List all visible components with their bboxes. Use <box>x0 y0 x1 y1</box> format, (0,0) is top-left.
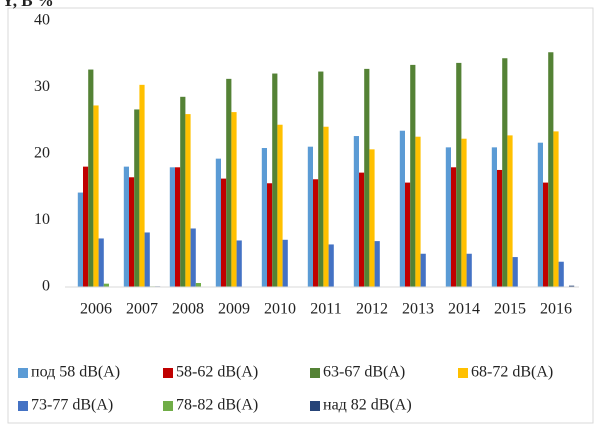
bar <box>98 238 104 287</box>
bar <box>364 68 370 287</box>
bar <box>456 62 462 287</box>
bar <box>558 261 564 287</box>
bar <box>169 167 175 287</box>
bar <box>328 244 334 287</box>
x-tick-label: 2013 <box>402 301 434 318</box>
y-axis-label: Y, B % <box>2 0 54 10</box>
legend-swatch <box>18 368 28 378</box>
x-tick-label: 2008 <box>172 301 204 318</box>
bar <box>497 169 503 287</box>
chart-frame <box>7 7 594 424</box>
bar <box>123 166 129 287</box>
legend-label: над 82 dB(A) <box>323 397 412 414</box>
bar <box>420 253 426 287</box>
bar <box>195 283 201 287</box>
bar <box>353 136 359 287</box>
bar <box>277 124 283 288</box>
bar <box>537 142 543 287</box>
x-tick-label: 2012 <box>356 301 388 318</box>
legend-swatch <box>310 401 320 411</box>
bar <box>231 112 237 287</box>
bar <box>190 228 196 287</box>
bar <box>374 241 380 287</box>
bar <box>267 183 273 287</box>
bar <box>185 114 191 287</box>
legend-label: 78-82 dB(A) <box>176 397 258 414</box>
legend-swatch <box>458 368 468 378</box>
bar <box>139 84 145 287</box>
bar <box>313 179 319 287</box>
bar <box>221 178 227 287</box>
bar <box>491 147 497 287</box>
legend-swatch <box>310 368 320 378</box>
bar <box>215 158 221 287</box>
y-tick-label: 10 <box>34 211 50 228</box>
bar <box>103 283 109 287</box>
x-tick-label: 2010 <box>264 301 296 318</box>
y-tick-label: 30 <box>34 78 50 95</box>
bar <box>180 96 186 287</box>
y-tick-label: 20 <box>34 145 50 162</box>
x-tick-label: 2016 <box>540 301 572 318</box>
bar <box>307 146 313 287</box>
bar <box>507 135 513 287</box>
bar <box>466 253 472 287</box>
x-tick-label: 2014 <box>448 301 480 318</box>
bar <box>83 166 89 287</box>
bar <box>369 149 375 287</box>
bar <box>359 172 365 287</box>
legend-swatch <box>163 368 173 378</box>
bar <box>451 167 457 287</box>
bar <box>226 78 232 287</box>
bar <box>512 257 518 287</box>
bar <box>129 177 135 287</box>
legend-swatch <box>163 401 173 411</box>
bar <box>548 52 554 287</box>
bar <box>323 126 329 287</box>
x-tick-label: 2007 <box>126 301 158 318</box>
bar <box>502 58 508 287</box>
bar <box>144 232 150 287</box>
bar <box>415 136 421 287</box>
bar <box>445 147 451 287</box>
legend-swatch <box>18 401 28 411</box>
bar <box>77 192 83 287</box>
legend-label: 68-72 dB(A) <box>471 364 553 381</box>
x-tick-label: 2009 <box>218 301 250 318</box>
bar <box>405 182 411 287</box>
x-tick-label: 2015 <box>494 301 526 318</box>
bar <box>236 240 242 287</box>
bar <box>569 285 575 287</box>
bar <box>272 73 278 287</box>
bar <box>282 239 288 287</box>
bar <box>553 131 559 287</box>
legend-label: 58-62 dB(A) <box>176 364 258 381</box>
legend-label: 73-77 dB(A) <box>31 397 113 414</box>
bar <box>134 109 140 287</box>
bar <box>261 148 267 287</box>
x-tick-label: 2006 <box>80 301 112 318</box>
bar <box>543 182 549 287</box>
bar <box>461 138 467 287</box>
legend-label: 63-67 dB(A) <box>323 364 405 381</box>
x-tick-label: 2011 <box>310 301 341 318</box>
bar <box>410 64 416 287</box>
bar <box>399 130 405 287</box>
bar <box>88 69 94 287</box>
legend-label: под 58 dB(A) <box>31 364 120 381</box>
bar <box>175 167 181 287</box>
y-tick-label: 0 <box>42 278 50 295</box>
bar <box>318 71 324 287</box>
y-tick-label: 40 <box>34 12 50 29</box>
bar <box>93 105 99 287</box>
